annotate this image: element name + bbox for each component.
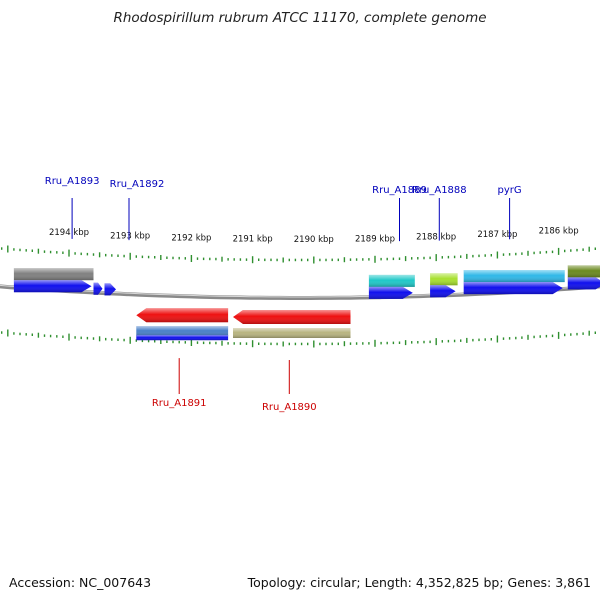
tick-label: 2192 kbp bbox=[171, 234, 211, 244]
gene-label: Rru_A1889 bbox=[372, 185, 427, 196]
cds-arrow-forward-shading bbox=[430, 285, 456, 298]
cds-arrow-forward-shading bbox=[463, 282, 563, 295]
gene-feature-bar-shading bbox=[567, 265, 600, 278]
cds-arrow-forward-shading bbox=[104, 283, 116, 296]
gene-feature-bar-shading bbox=[430, 273, 458, 286]
tick-label: 2190 kbp bbox=[294, 235, 334, 245]
gene-feature-bar-shading bbox=[136, 326, 229, 337]
genome-title: Rhodospirillum rubrum ATCC 11170, comple… bbox=[113, 10, 486, 26]
cds-arrow-forward-shading bbox=[368, 286, 413, 299]
gene-label: Rru_A1893 bbox=[45, 176, 100, 187]
cds-arrow-forward-shading bbox=[13, 280, 92, 293]
gene-feature-bar-shading bbox=[368, 274, 415, 287]
tick-label: 2189 kbp bbox=[355, 234, 395, 244]
tick-label: 2194 kbp bbox=[49, 228, 89, 238]
label-layer: Rru_A1893 Rru_A1892 Rru_A1891 Rru_A1890 Rru_… bbox=[45, 176, 522, 413]
tick-label: 2186 kbp bbox=[539, 226, 579, 236]
gene-feature-bar-shading bbox=[463, 270, 565, 283]
gene-layer bbox=[13, 265, 600, 341]
genome-summary-text: Topology: circular; Length: 4,352,825 bp… bbox=[247, 575, 591, 590]
tick-label: 2187 kbp bbox=[477, 230, 517, 240]
gene-feature-bar-shading bbox=[13, 268, 94, 281]
gene-label: pyrG bbox=[498, 185, 522, 196]
gene-feature-underline-shading bbox=[136, 335, 229, 341]
gene-feature-bar-shading bbox=[233, 328, 351, 338]
tick-label: 2188 kbp bbox=[416, 233, 456, 243]
accession-text: Accession: NC_007643 bbox=[9, 575, 152, 590]
tick-label: 2191 kbp bbox=[233, 235, 273, 245]
tick-layer: 2194 kbp 2193 kbp 2192 kbp 2191 kbp 2190 kbp… bbox=[1, 226, 596, 348]
cds-arrow-reverse-shading bbox=[233, 310, 351, 324]
gene-label: Rru_A1891 bbox=[152, 398, 207, 409]
gene-label: Rru_A1892 bbox=[110, 179, 165, 190]
tick-label: 2193 kbp bbox=[110, 231, 150, 241]
cds-arrow-forward-shading bbox=[93, 282, 103, 295]
cds-arrow-reverse-shading bbox=[136, 308, 229, 323]
gene-label: Rru_A1890 bbox=[262, 402, 317, 413]
gene-label: Rru_A1888 bbox=[412, 185, 467, 196]
cds-arrow-forward-shading bbox=[567, 277, 600, 290]
